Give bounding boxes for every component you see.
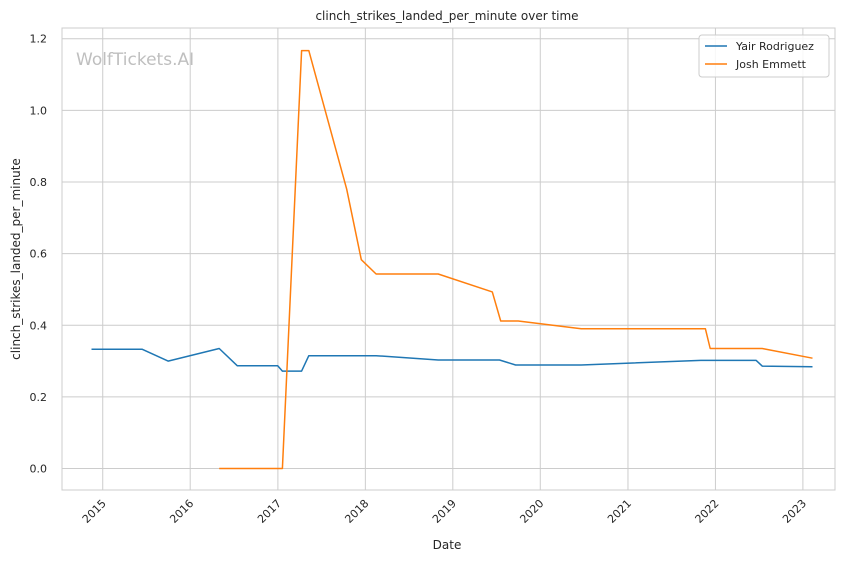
y-axis-ticks: 0.0 0.2 0.4 0.6 0.8 1.0 1.2 — [30, 33, 48, 476]
y-tick-label: 1.2 — [30, 33, 48, 46]
x-tick-label: 2018 — [342, 497, 371, 526]
legend-label: Yair Rodriguez — [735, 40, 814, 53]
watermark: WolfTickets.AI — [76, 50, 194, 70]
y-tick-label: 0.0 — [30, 463, 48, 476]
x-tick-label: 2023 — [780, 497, 809, 526]
x-tick-label: 2020 — [517, 497, 546, 526]
series-lines — [91, 49, 813, 470]
x-tick-label: 2022 — [693, 497, 722, 526]
series-line-1 — [219, 49, 813, 470]
x-tick-label: 2015 — [80, 497, 109, 526]
x-tick-label: 2021 — [605, 497, 634, 526]
series-line-0 — [91, 347, 813, 372]
y-tick-label: 0.6 — [30, 248, 48, 261]
x-axis-title: Date — [433, 538, 462, 552]
legend: Yair Rodriguez Josh Emmett — [698, 34, 830, 78]
legend-label: Josh Emmett — [735, 58, 807, 71]
plot-frame — [61, 27, 836, 491]
grid — [62, 28, 835, 490]
y-tick-label: 0.8 — [30, 176, 48, 189]
y-tick-label: 0.4 — [30, 319, 48, 332]
y-tick-label: 0.2 — [30, 391, 48, 404]
x-tick-label: 2017 — [255, 497, 284, 526]
x-tick-label: 2016 — [167, 497, 196, 526]
x-axis-ticks: 2015 2016 2017 2018 2019 2020 2021 2022 2023 — [80, 497, 809, 526]
y-tick-label: 1.0 — [30, 104, 48, 117]
y-axis-title: clinch_strikes_landed_per_minute — [9, 158, 23, 360]
x-tick-label: 2019 — [430, 497, 459, 526]
chart-title: clinch_strikes_landed_per_minute over ti… — [315, 9, 578, 23]
legend-box — [698, 34, 830, 78]
